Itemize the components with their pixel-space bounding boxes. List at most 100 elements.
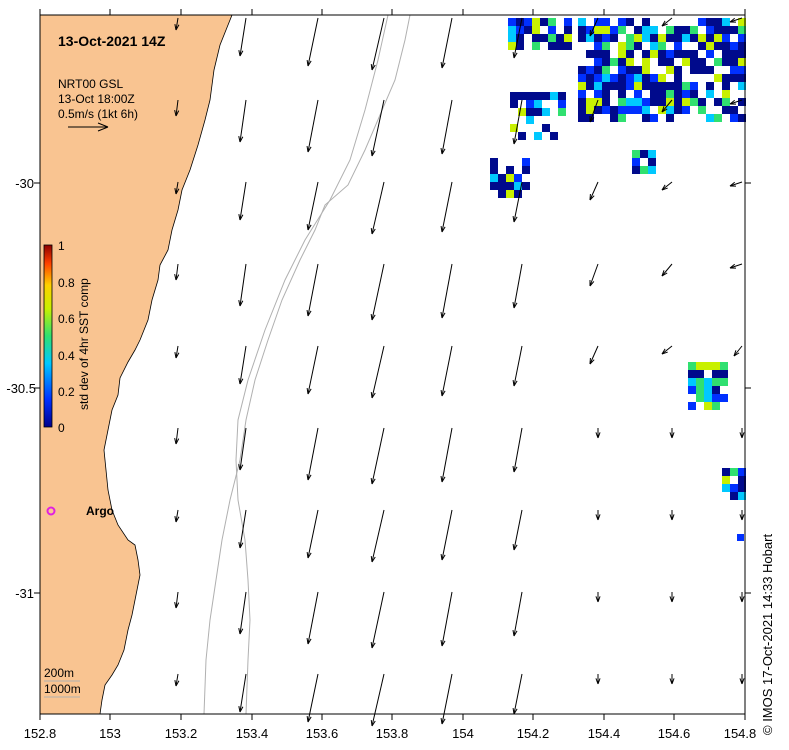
current-arrow (370, 427, 385, 485)
sst-pixel (722, 82, 730, 90)
sst-pixel (634, 74, 642, 82)
sst-pixel (526, 100, 534, 108)
current-arrow (306, 263, 319, 317)
sst-pixel (738, 492, 746, 500)
argo-float-marker[interactable] (46, 506, 56, 516)
sst-pixel (712, 378, 720, 386)
sst-pixel (682, 34, 690, 42)
sst-pixel (634, 106, 642, 114)
sst-pixel (674, 34, 682, 42)
sst-pixel (722, 34, 730, 42)
current-arrow (440, 673, 453, 725)
sst-pixel (698, 58, 706, 66)
sst-pixel (514, 182, 522, 190)
sst-pixel (706, 18, 714, 26)
sst-pixel (714, 26, 722, 34)
sst-pixel (704, 402, 712, 410)
sst-pixel (666, 82, 674, 90)
lon-tick-label: 153 (99, 726, 121, 741)
sst-pixel (602, 82, 610, 90)
sst-pixel (510, 100, 518, 108)
sst-pixel (602, 74, 610, 82)
sst-pixel (738, 58, 746, 66)
current-arrow (595, 674, 601, 685)
sst-pixel (564, 26, 572, 34)
sst-pixel (704, 378, 712, 386)
sst-pixel (722, 106, 730, 114)
sst-pixel (506, 190, 514, 198)
sst-pixel (706, 34, 714, 42)
sst-pixel (642, 98, 650, 106)
current-arrow (739, 674, 745, 685)
sst-pixel (714, 98, 722, 106)
sst-pixel (578, 114, 586, 122)
sst-pixel (704, 362, 712, 370)
sst-pixel (542, 108, 550, 116)
sst-pixel (690, 66, 698, 74)
sst-pixel (594, 18, 602, 26)
sst-pixel (706, 26, 714, 34)
sst-pixel (626, 82, 634, 90)
isobath-legend-200m: 200m (44, 666, 74, 680)
sst-pixel (586, 34, 594, 42)
isobath-200m (235, 14, 389, 715)
colorbar-tick: 0 (58, 421, 65, 435)
sst-pixel (658, 50, 666, 58)
sst-pixel (682, 90, 690, 98)
lon-tick-label: 154.8 (724, 726, 757, 741)
sst-pixel (720, 362, 728, 370)
sst-pixel (634, 90, 642, 98)
current-arrow (729, 17, 743, 23)
sst-pixel (602, 34, 610, 42)
sst-pixel (594, 82, 602, 90)
lon-tick-label: 154 (452, 726, 474, 741)
sst-pixel (594, 90, 602, 98)
sst-pixel (690, 50, 698, 58)
sst-pixel (674, 74, 682, 82)
sst-pixel (682, 106, 690, 114)
sst-pixel (490, 158, 498, 166)
sst-pixel (610, 74, 618, 82)
current-arrow (661, 181, 673, 191)
arrow-scale-label: 0.5m/s (1kt 6h) (58, 107, 138, 121)
colorbar (43, 244, 53, 428)
sst-pixel (650, 82, 658, 90)
lat-tick-label: -31 (15, 586, 34, 601)
sst-pixel (650, 114, 658, 122)
current-arrow (589, 263, 599, 287)
sst-pixel (526, 92, 534, 100)
sst-stddev-pixels (490, 18, 746, 541)
current-arrow (512, 17, 523, 59)
isobath-1000m (203, 14, 411, 715)
sst-pixel (578, 34, 586, 42)
sst-pixel (688, 386, 696, 394)
sst-pixel (548, 18, 556, 26)
sst-pixel (658, 82, 666, 90)
sst-pixel (626, 18, 634, 26)
sst-pixel (508, 18, 516, 26)
sst-pixel (558, 108, 566, 116)
current-arrow (174, 263, 180, 281)
sst-pixel (690, 26, 698, 34)
current-arrow (238, 99, 247, 143)
sst-pixel (738, 74, 746, 82)
sst-pixel (550, 92, 558, 100)
sst-pixel (706, 42, 714, 50)
sst-pixel (730, 492, 738, 500)
sst-pixel (542, 92, 550, 100)
sst-pixel (508, 34, 516, 42)
sst-pixel (714, 74, 722, 82)
sst-pixel (738, 476, 746, 484)
sst-pixel (618, 58, 626, 66)
sst-pixel (642, 82, 650, 90)
sst-pixel (634, 42, 642, 50)
sst-pixel (666, 114, 674, 122)
sst-pixel (548, 42, 556, 50)
product-time: 13-Oct 18:00Z (58, 92, 135, 106)
sst-pixel (674, 50, 682, 58)
sst-pixel (688, 362, 696, 370)
sst-pixel (578, 18, 586, 26)
sst-pixel (706, 50, 714, 58)
current-arrow (512, 427, 523, 473)
sst-pixel (556, 42, 564, 50)
